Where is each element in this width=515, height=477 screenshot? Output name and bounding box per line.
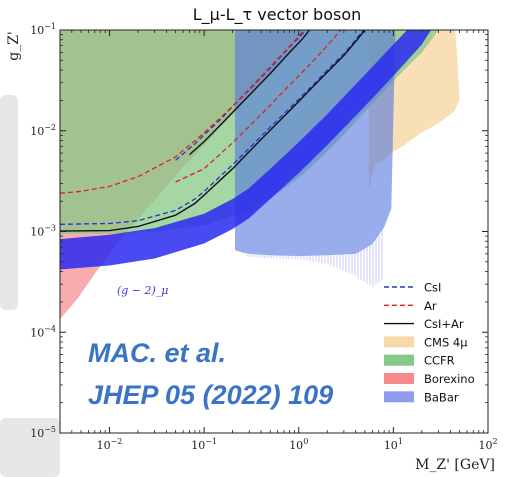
legend-label-babar: BaBar	[424, 390, 459, 404]
legend-swatch-borexino	[384, 373, 414, 384]
legend-swatch-ccfr	[384, 354, 414, 366]
legend: CsI Ar CsI+Ar CMS 4μ CCFR Borexino BaBar	[384, 281, 475, 404]
annotation-0: (g − 2)_μ	[117, 284, 168, 297]
background-decoration-bottom	[0, 418, 60, 477]
curve-csi-ar-5	[189, 30, 311, 156]
x-tick-label-0: 10−2	[97, 437, 123, 452]
lines-layer	[60, 30, 366, 232]
legend-label-cms-4-: CMS 4μ	[424, 335, 468, 349]
citation-line-1: MAC. et al.	[88, 338, 227, 368]
legend-label-borexino: Borexino	[424, 372, 475, 386]
x-tick-label-4: 102	[478, 437, 497, 452]
citation-line-2: JHEP 05 (2022) 109	[88, 380, 334, 410]
x-tick-label-1: 10−1	[191, 437, 217, 452]
y-tick-label-0: 10−5	[30, 425, 56, 440]
legend-label-csi-ar: CsI+Ar	[424, 317, 464, 331]
x-axis-label: M_Z' [GeV]	[415, 457, 495, 473]
legend-swatch-cms-4-	[384, 336, 414, 348]
curve-ar-3	[175, 30, 342, 183]
curve-ar-2	[60, 30, 305, 194]
y-tick-label-2: 10−3	[30, 224, 56, 239]
y-tick-label-3: 10−2	[30, 123, 56, 138]
ticks-layer: 10−2 10−1 100 101 102 10−5 10−4 10−3 10−2 10−1	[30, 22, 497, 452]
annotations-layer: (g − 2)_μ	[117, 284, 168, 297]
legend-label-ar: Ar	[424, 299, 437, 313]
y-tick-label-1: 10−4	[30, 324, 56, 339]
legend-label-ccfr: CCFR	[424, 354, 455, 368]
region-babar-hatched-tail	[241, 227, 385, 288]
y-axis-label: g_Z'	[6, 31, 22, 61]
regions-layer	[60, 30, 460, 320]
background-decoration-left	[0, 95, 18, 310]
region--g-2-	[60, 30, 431, 270]
legend-label-csi: CsI	[424, 281, 441, 295]
x-tick-label-2: 100	[289, 437, 308, 452]
curve-csi-0	[60, 30, 364, 225]
chart-title: L_μ-L_τ vector boson	[193, 5, 362, 25]
curve-csi-ar-4	[60, 30, 366, 232]
legend-swatch-babar	[384, 391, 414, 403]
x-tick-label-3: 101	[384, 437, 403, 452]
y-tick-label-4: 10−1	[30, 22, 56, 37]
